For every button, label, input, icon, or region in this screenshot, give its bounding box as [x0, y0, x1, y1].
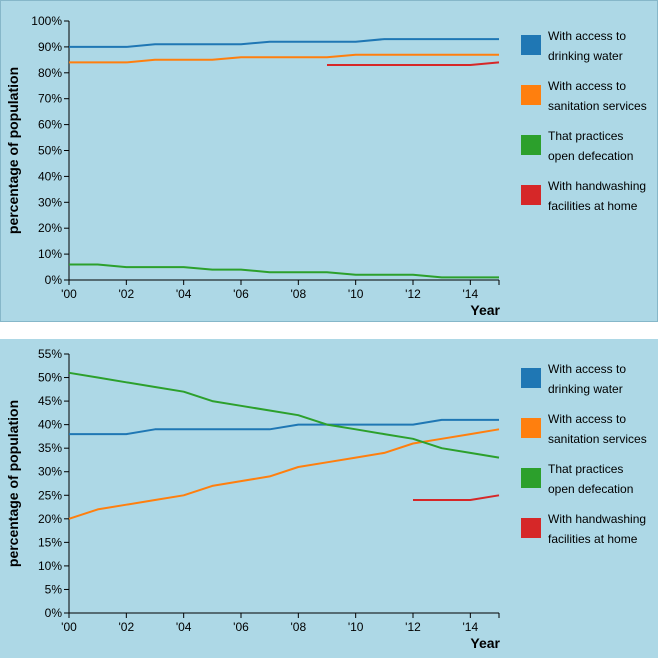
- x-tick-label: '06: [233, 620, 249, 634]
- series-line-2: [68, 371, 500, 459]
- legend-swatch-1: [521, 418, 541, 438]
- legend-label-1: sanitation services: [548, 99, 647, 113]
- y-tick-label: 70%: [38, 92, 62, 106]
- y-tick-label: 5%: [45, 582, 63, 596]
- legend-label-2: open defecation: [548, 482, 633, 496]
- series-line-3: [413, 494, 500, 501]
- legend-swatch-3: [521, 185, 541, 205]
- x-tick-label: '10: [348, 620, 364, 634]
- y-tick-label: 25%: [38, 488, 62, 502]
- x-tick-label: '06: [233, 287, 249, 301]
- line-chart-region: 0% 5% 10% 15% 20% 25% 30% 35% 40% 45% 50% 55% '00 '02…: [5, 347, 647, 651]
- x-tick-label: '12: [405, 287, 421, 301]
- y-tick-label: 30%: [38, 195, 62, 209]
- legend-label-0: drinking water: [548, 49, 623, 63]
- legend-label-0: With access to: [548, 362, 626, 376]
- x-tick-label: '14: [463, 620, 479, 634]
- legend-label-1: With access to: [548, 79, 626, 93]
- y-tick-label: 0%: [45, 273, 63, 287]
- line-chart-world: 0% 10% 20% 30% 40% 50% 60% 70% 80% 90% 100% '00 '02 '…: [5, 14, 647, 318]
- x-tick-label: '02: [119, 620, 135, 634]
- legend-label-0: drinking water: [548, 382, 623, 396]
- x-tick-label: '08: [291, 287, 307, 301]
- x-tick-label: '04: [176, 287, 192, 301]
- legend-swatch-3: [521, 518, 541, 538]
- y-tick-label: 10%: [38, 247, 62, 261]
- y-tick-label: 20%: [38, 221, 62, 235]
- chart-panel-region: 0% 5% 10% 15% 20% 25% 30% 35% 40% 45% 50% 55% '00 '02…: [0, 339, 658, 658]
- series-line-1: [68, 428, 500, 520]
- legend-label-1: With access to: [548, 412, 626, 426]
- legend-swatch-2: [521, 135, 541, 155]
- x-tick-label: '00: [61, 620, 77, 634]
- legend-label-2: That practices: [548, 462, 623, 476]
- y-tick-label: 100%: [31, 14, 62, 28]
- y-tick-label: 40%: [38, 418, 62, 432]
- legend-label-2: open defecation: [548, 149, 633, 163]
- x-tick-label: '10: [348, 287, 364, 301]
- legend-label-3: With handwashing: [548, 512, 646, 526]
- legend-swatch-2: [521, 468, 541, 488]
- legend-label-2: That practices: [548, 129, 623, 143]
- y-tick-label: 50%: [38, 144, 62, 158]
- series-line-2: [69, 263, 499, 279]
- y-tick-label: 30%: [38, 465, 62, 479]
- y-tick-label: 45%: [38, 394, 62, 408]
- legend-label-3: With handwashing: [548, 179, 646, 193]
- x-tick-label: '02: [119, 287, 135, 301]
- series-line-0: [69, 38, 499, 48]
- x-tick-label: '08: [291, 620, 307, 634]
- series-line-3: [327, 61, 500, 66]
- y-tick-label: 55%: [38, 347, 62, 361]
- y-tick-label: 20%: [38, 512, 62, 526]
- y-tick-label: 0%: [45, 606, 63, 620]
- y-tick-label: 80%: [38, 66, 62, 80]
- x-tick-label: '12: [405, 620, 421, 634]
- y-tick-label: 90%: [38, 40, 62, 54]
- series-line-0: [69, 418, 499, 436]
- y-axis-title: percentage of population: [5, 67, 21, 234]
- legend-label-1: sanitation services: [548, 432, 647, 446]
- x-tick-label: '04: [176, 620, 192, 634]
- series-line-1: [69, 53, 499, 64]
- y-tick-label: 50%: [38, 371, 62, 385]
- y-axis-title: percentage of population: [5, 400, 21, 567]
- x-tick-label: '14: [463, 287, 479, 301]
- legend-label-3: facilities at home: [548, 199, 638, 213]
- legend-swatch-0: [521, 35, 541, 55]
- y-tick-label: 35%: [38, 441, 62, 455]
- chart-panel-world: 0% 10% 20% 30% 40% 50% 60% 70% 80% 90% 100% '00 '02 '…: [0, 0, 658, 322]
- legend-label-0: With access to: [548, 29, 626, 43]
- y-tick-label: 60%: [38, 118, 62, 132]
- x-axis-title: Year: [470, 635, 500, 651]
- legend-label-3: facilities at home: [548, 532, 638, 546]
- y-tick-label: 40%: [38, 169, 62, 183]
- y-tick-label: 15%: [38, 535, 62, 549]
- legend-swatch-1: [521, 85, 541, 105]
- y-tick-label: 10%: [38, 559, 62, 573]
- x-axis-title: Year: [470, 302, 500, 318]
- legend-swatch-0: [521, 368, 541, 388]
- x-tick-label: '00: [61, 287, 77, 301]
